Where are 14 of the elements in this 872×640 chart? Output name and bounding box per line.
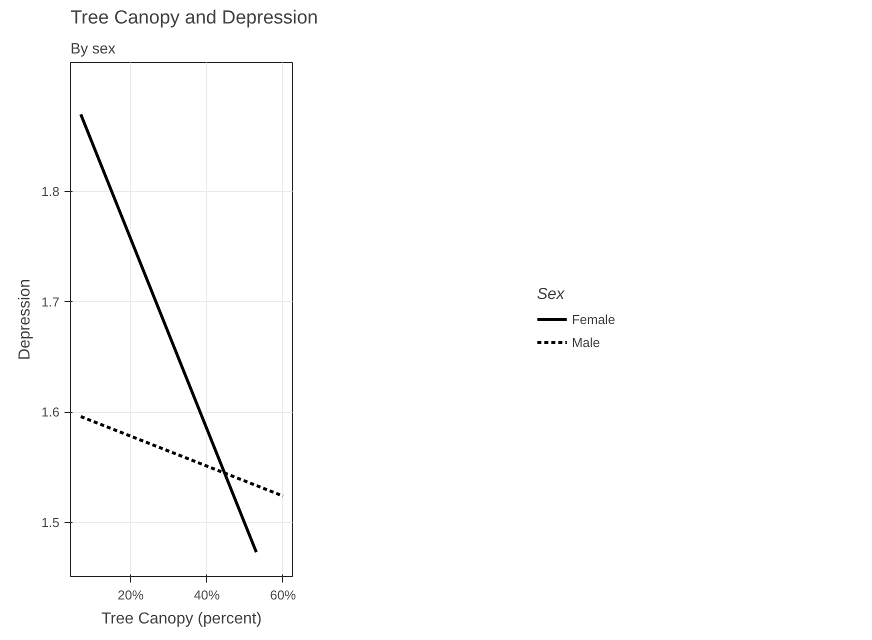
chart-title: Tree Canopy and Depression	[70, 8, 318, 28]
y-tick-label: 1.5	[41, 514, 60, 530]
legend-title: Sex	[536, 286, 566, 304]
x-tick-label: 40%	[194, 588, 220, 602]
legend-label: Male	[572, 334, 600, 350]
legend-label: Female	[572, 312, 616, 326]
y-tick-label: 1.8	[41, 184, 60, 200]
x-tick-label: 60%	[270, 588, 296, 602]
chart-subtitle: By sex	[70, 40, 116, 58]
x-axis-title: Tree Canopy (percent)	[101, 610, 262, 628]
y-axis-title: Depression	[16, 279, 34, 360]
y-tick-label: 1.6	[41, 404, 60, 420]
x-tick-label: 20%	[118, 588, 144, 602]
y-tick-label: 1.7	[41, 294, 60, 310]
